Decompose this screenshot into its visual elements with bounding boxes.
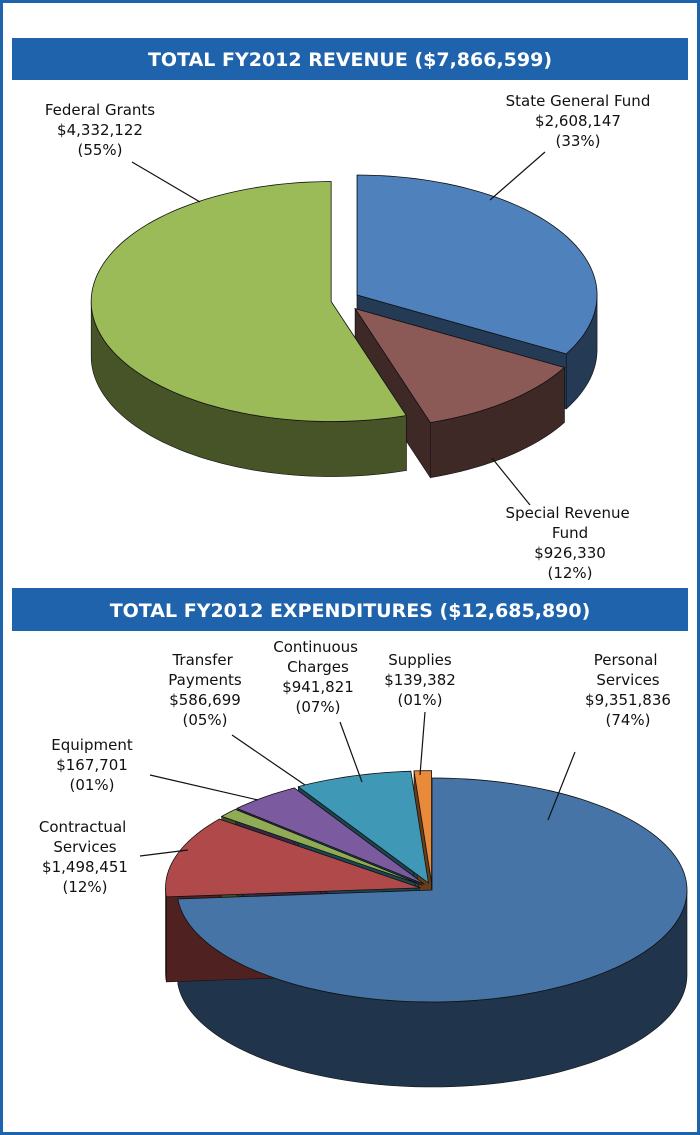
slice-label: State General Fund <box>506 92 651 110</box>
header-bar <box>12 38 688 80</box>
slice-label: Transfer Payments <box>168 651 242 689</box>
slice <box>413 770 432 883</box>
slice-label: Continuous Charges <box>273 638 363 676</box>
value-label: $139,382 <box>384 671 456 689</box>
header-bar <box>12 588 688 631</box>
value-label: $926,330 <box>534 544 606 562</box>
leader-line <box>489 151 546 201</box>
percent-label: (05%) <box>182 711 227 729</box>
leader-line <box>231 734 306 786</box>
percent-label: (01%) <box>397 691 442 709</box>
leader-line <box>139 849 189 857</box>
percent-label: (12%) <box>62 878 107 896</box>
slice-label: Personal Services <box>594 651 663 689</box>
value-label: $9,351,836 <box>585 691 671 709</box>
leader-line <box>131 161 201 203</box>
leader-line <box>491 457 531 506</box>
percent-label: (01%) <box>69 776 114 794</box>
percent-label: (12%) <box>547 564 592 582</box>
slice-label: Special Revenue Fund <box>506 504 635 542</box>
slice <box>220 808 423 886</box>
slice <box>354 307 566 424</box>
slice-label: Equipment <box>51 736 133 754</box>
leader-line <box>149 774 259 801</box>
slice <box>165 818 421 898</box>
leader-line <box>339 721 363 783</box>
percent-label: (33%) <box>555 132 600 150</box>
slice <box>177 777 688 1003</box>
slice-label: Supplies <box>388 651 452 669</box>
slice-label: Contractual Services <box>39 818 131 856</box>
value-label: $167,701 <box>56 756 128 774</box>
value-label: $4,332,122 <box>57 121 143 139</box>
value-label: $1,498,451 <box>42 858 128 876</box>
value-label: $586,699 <box>169 691 241 709</box>
percent-label: (55%) <box>77 141 122 159</box>
leader-line <box>419 711 426 776</box>
slice <box>297 770 429 884</box>
slice-side <box>165 887 167 982</box>
charts: State General Fund $2,608,147 (33%) Special… <box>39 92 688 1088</box>
value-label: $941,821 <box>282 678 354 696</box>
chart-title: TOTAL FY2012 EXPENDITURES ($12,685,890) <box>110 600 591 622</box>
leader-line <box>547 751 576 821</box>
percent-label: (07%) <box>295 698 340 716</box>
slice-label: Federal Grants <box>45 101 155 119</box>
slice <box>235 787 425 885</box>
chart-title: TOTAL FY2012 REVENUE ($7,866,599) <box>148 49 552 71</box>
slice <box>356 174 598 355</box>
slice <box>90 181 408 422</box>
percent-label: (74%) <box>605 711 650 729</box>
value-label: $2,608,147 <box>535 112 621 130</box>
